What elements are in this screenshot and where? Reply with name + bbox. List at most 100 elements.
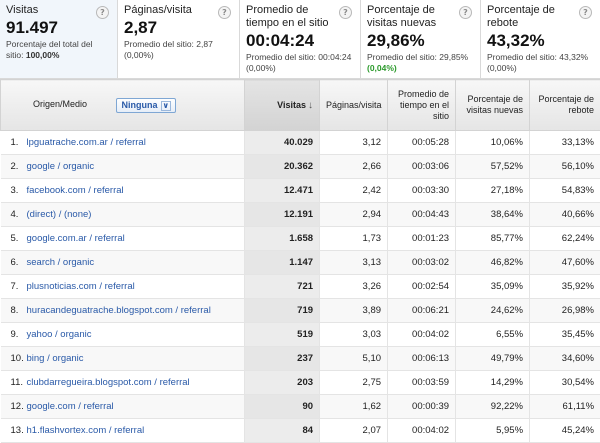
source-link[interactable]: search / organic — [27, 257, 95, 268]
metric-value: 2,87 — [124, 18, 233, 38]
help-icon[interactable]: ? — [339, 6, 352, 19]
source-link[interactable]: google.com / referral — [27, 401, 114, 412]
metric-bounce-rate[interactable]: Porcentaje de rebote 43,32% Promedio del… — [481, 0, 600, 78]
time-cell: 00:03:59 — [388, 371, 456, 395]
source-link[interactable]: google.com.ar / referral — [27, 233, 125, 244]
metric-note: Promedio del sitio: 43,32% (0,00%) — [487, 52, 594, 74]
source-link[interactable]: lpguatrache.com.ar / referral — [27, 137, 146, 148]
column-header-label: Promedio de tiempo en el sitio — [398, 89, 449, 121]
column-header-avg-time[interactable]: Promedio de tiempo en el sitio — [388, 80, 456, 131]
metrics-summary: Visitas 91.497 Porcentaje del total del … — [0, 0, 600, 79]
column-header-label: Porcentaje de rebote — [538, 94, 594, 115]
pages-cell: 2,75 — [320, 371, 388, 395]
source-cell: google / organic — [25, 155, 245, 179]
row-index: 3. — [1, 179, 25, 203]
pages-cell: 3,26 — [320, 275, 388, 299]
new-visits-cell: 49,79% — [456, 347, 530, 371]
traffic-sources-table: Origen/Medio Ninguna∨ Visitas↓ Páginas/v… — [0, 79, 600, 443]
bounce-cell: 62,24% — [530, 227, 600, 251]
visits-cell: 12.191 — [245, 203, 320, 227]
time-cell: 00:02:54 — [388, 275, 456, 299]
table-row: 11.clubdarregueira.blogspot.com / referr… — [1, 371, 600, 395]
pages-cell: 5,10 — [320, 347, 388, 371]
source-cell: (direct) / (none) — [25, 203, 245, 227]
pages-cell: 2,66 — [320, 155, 388, 179]
visits-cell: 20.362 — [245, 155, 320, 179]
metric-visits[interactable]: Visitas 91.497 Porcentaje del total del … — [0, 0, 118, 78]
column-header-bounce-rate[interactable]: Porcentaje de rebote — [530, 80, 600, 131]
row-index: 7. — [1, 275, 25, 299]
source-link[interactable]: plusnoticias.com / referral — [27, 281, 135, 292]
metric-label: Promedio de tiempo en el sitio — [246, 4, 354, 30]
source-link[interactable]: (direct) / (none) — [27, 209, 92, 220]
row-index: 5. — [1, 227, 25, 251]
source-cell: lpguatrache.com.ar / referral — [25, 131, 245, 155]
help-icon[interactable]: ? — [96, 6, 109, 19]
time-cell: 00:03:06 — [388, 155, 456, 179]
source-link[interactable]: bing / organic — [27, 353, 84, 364]
source-link[interactable]: yahoo / organic — [27, 329, 92, 340]
new-visits-cell: 57,52% — [456, 155, 530, 179]
bounce-cell: 33,13% — [530, 131, 600, 155]
visits-cell: 84 — [245, 419, 320, 443]
visits-cell: 40.029 — [245, 131, 320, 155]
pages-cell: 3,13 — [320, 251, 388, 275]
metric-note-text: Promedio del sitio: 29,85% — [367, 52, 468, 62]
help-icon[interactable]: ? — [459, 6, 472, 19]
metric-value: 43,32% — [487, 31, 594, 51]
source-cell: plusnoticias.com / referral — [25, 275, 245, 299]
metric-new-visits[interactable]: Porcentaje de visitas nuevas 29,86% Prom… — [361, 0, 481, 78]
source-link[interactable]: clubdarregueira.blogspot.com / referral — [27, 377, 190, 388]
column-header-label: Porcentaje de visitas nuevas — [466, 94, 523, 115]
source-cell: h1.flashvortex.com / referral — [25, 419, 245, 443]
time-cell: 00:03:30 — [388, 179, 456, 203]
row-index: 6. — [1, 251, 25, 275]
metric-label: Porcentaje de rebote — [487, 4, 594, 30]
row-index: 12. — [1, 395, 25, 419]
secondary-dimension-dropdown[interactable]: Ninguna∨ — [116, 98, 177, 113]
help-icon[interactable]: ? — [579, 6, 592, 19]
dropdown-label: Ninguna — [122, 100, 158, 110]
metric-pages-per-visit[interactable]: Páginas/visita 2,87 Promedio del sitio: … — [118, 0, 240, 78]
bounce-cell: 45,24% — [530, 419, 600, 443]
time-cell: 00:05:28 — [388, 131, 456, 155]
metric-note: Promedio del sitio: 2,87 (0,00%) — [124, 39, 233, 61]
source-cell: clubdarregueira.blogspot.com / referral — [25, 371, 245, 395]
bounce-cell: 54,83% — [530, 179, 600, 203]
source-link[interactable]: huracandeguatrache.blogspot.com / referr… — [27, 305, 211, 316]
metric-avg-time[interactable]: Promedio de tiempo en el sitio 00:04:24 … — [240, 0, 361, 78]
new-visits-cell: 38,64% — [456, 203, 530, 227]
metric-note: Porcentaje del total del sitio: 100,00% — [6, 39, 111, 61]
help-icon[interactable]: ? — [218, 6, 231, 19]
pages-cell: 3,12 — [320, 131, 388, 155]
time-cell: 00:04:02 — [388, 419, 456, 443]
source-link[interactable]: facebook.com / referral — [27, 185, 124, 196]
visits-cell: 203 — [245, 371, 320, 395]
column-header-visits[interactable]: Visitas↓ — [245, 80, 320, 131]
time-cell: 00:06:13 — [388, 347, 456, 371]
metric-note: Promedio del sitio: 29,85% (0,04%) — [367, 52, 474, 74]
metric-value: 29,86% — [367, 31, 474, 51]
column-header-pages-per-visit[interactable]: Páginas/visita — [320, 80, 388, 131]
chevron-down-icon: ∨ — [161, 101, 172, 111]
pages-cell: 3,03 — [320, 323, 388, 347]
source-link[interactable]: h1.flashvortex.com / referral — [27, 425, 145, 436]
bounce-cell: 26,98% — [530, 299, 600, 323]
column-header-new-visits[interactable]: Porcentaje de visitas nuevas — [456, 80, 530, 131]
pages-cell: 2,07 — [320, 419, 388, 443]
source-link[interactable]: google / organic — [27, 161, 95, 172]
new-visits-cell: 85,77% — [456, 227, 530, 251]
visits-cell: 1.147 — [245, 251, 320, 275]
new-visits-cell: 24,62% — [456, 299, 530, 323]
column-header-label: Origen/Medio — [33, 99, 87, 109]
time-cell: 00:04:43 — [388, 203, 456, 227]
source-cell: google.com.ar / referral — [25, 227, 245, 251]
column-header-source[interactable]: Origen/Medio Ninguna∨ — [1, 80, 245, 131]
